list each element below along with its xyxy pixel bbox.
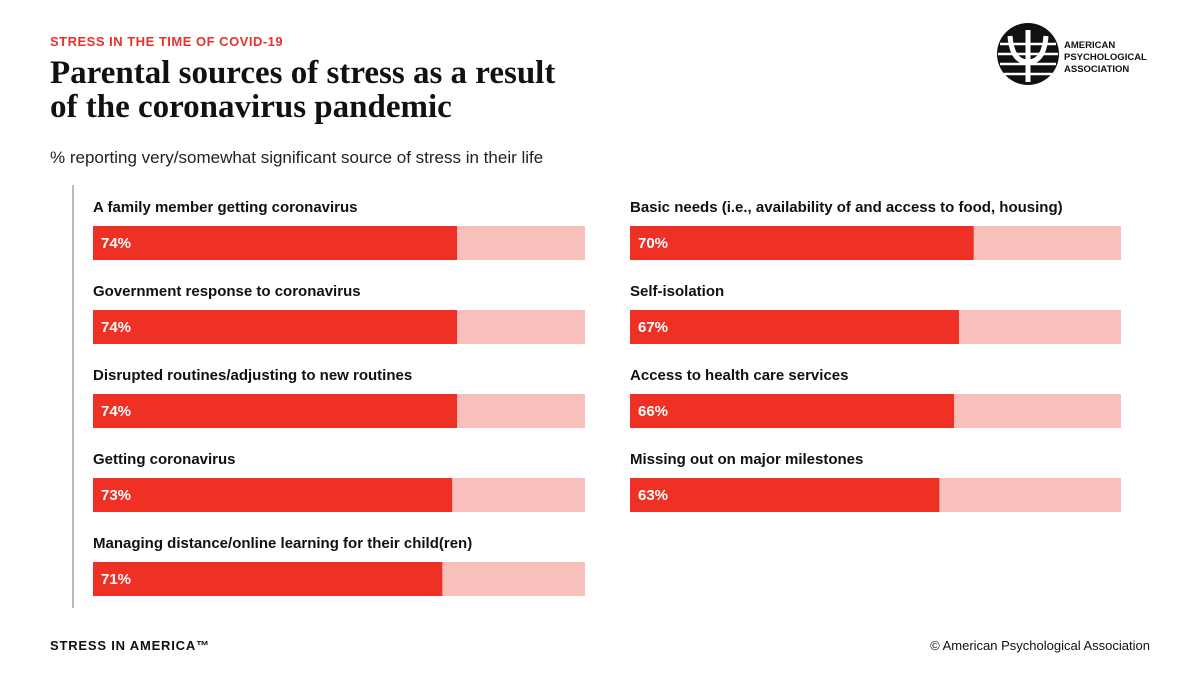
footer-brand: STRESS IN AMERICA™	[50, 638, 210, 653]
value-label: 73%	[101, 487, 131, 504]
bar	[93, 226, 458, 260]
bar	[630, 478, 940, 512]
bar	[93, 310, 458, 344]
logo-text: AMERICAN PSYCHOLOGICAL ASSOCIATION	[1064, 40, 1147, 75]
value-label: 66%	[638, 403, 668, 420]
subtitle: % reporting very/somewhat significant so…	[50, 148, 544, 167]
chart-title: Parental sources of stress as a result o…	[50, 55, 556, 125]
category-label: Managing distance/online learning for th…	[93, 535, 472, 552]
category-label: Self-isolation	[630, 283, 724, 300]
value-label: 71%	[101, 571, 131, 588]
value-label: 74%	[101, 319, 131, 336]
category-label: A family member getting coronavirus	[93, 199, 358, 216]
category-label: Missing out on major milestones	[630, 451, 863, 468]
category-label: Government response to coronavirus	[93, 283, 361, 300]
value-label: 74%	[101, 403, 131, 420]
value-label: 63%	[638, 487, 668, 504]
bar	[630, 394, 955, 428]
value-label: 67%	[638, 319, 668, 336]
footer-copyright: © American Psychological Association	[930, 638, 1150, 653]
bar	[630, 226, 974, 260]
bar	[93, 478, 453, 512]
category-label: Basic needs (i.e., availability of and a…	[630, 199, 1063, 216]
bar	[93, 562, 443, 596]
logo	[997, 23, 1059, 85]
category-label: Disrupted routines/adjusting to new rout…	[93, 367, 412, 384]
kicker: STRESS IN THE TIME OF COVID-19	[50, 34, 284, 49]
category-label: Getting coronavirus	[93, 451, 236, 468]
category-label: Access to health care services	[630, 367, 848, 384]
bar	[630, 310, 959, 344]
bar	[93, 394, 458, 428]
value-label: 70%	[638, 235, 668, 252]
value-label: 74%	[101, 235, 131, 252]
